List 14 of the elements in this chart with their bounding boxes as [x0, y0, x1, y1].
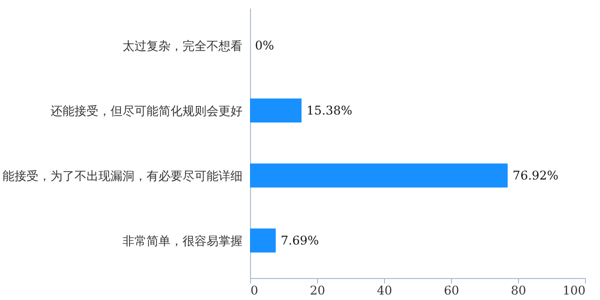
- y-tick-label: 能接受，为了不出现漏洞，有必要尽可能详细: [2, 169, 242, 183]
- data-label: 0%: [255, 38, 274, 52]
- x-tick-label: 0: [250, 284, 258, 298]
- x-tick-label: 60: [444, 284, 460, 298]
- data-label: 76.92%: [512, 168, 558, 182]
- y-tick-label: 非常简单，很容易掌握: [122, 234, 242, 248]
- x-tick-label: 40: [376, 284, 392, 298]
- y-tick-label: 太过复杂，完全不想看: [122, 39, 242, 53]
- data-label: 15.38%: [306, 104, 352, 118]
- y-tick-label: 还能接受，但尽可能简化规则会更好: [50, 104, 242, 118]
- data-label: 7.69%: [280, 234, 319, 248]
- x-tick-label: 20: [310, 284, 326, 298]
- x-tick-label: 80: [510, 284, 526, 298]
- x-tick-label: 100: [562, 284, 586, 298]
